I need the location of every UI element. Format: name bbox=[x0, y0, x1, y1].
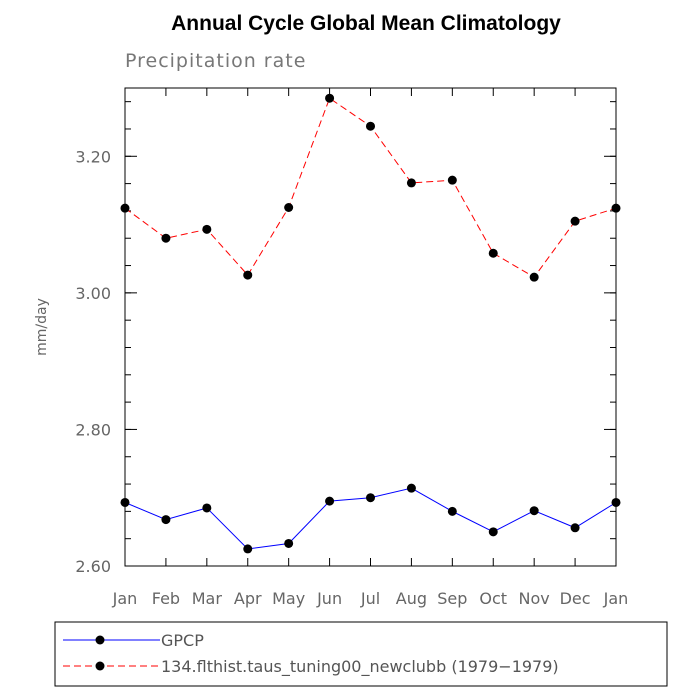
x-tick-label: Mar bbox=[192, 589, 223, 608]
data-point bbox=[284, 203, 294, 212]
y-tick-labels: 2.60 2.80 3.00 3.20 bbox=[75, 147, 111, 576]
data-point bbox=[406, 178, 416, 188]
x-tick-label: Jul bbox=[360, 589, 380, 608]
y-tick-label: 3.00 bbox=[75, 284, 111, 303]
data-point bbox=[243, 544, 253, 554]
y-axis-label: mm/day bbox=[34, 298, 50, 356]
legend-entry-1: GPCP bbox=[63, 631, 204, 650]
x-tick-label: Jun bbox=[316, 589, 342, 608]
data-point bbox=[406, 483, 416, 493]
data-point bbox=[161, 515, 171, 525]
legend-swatch-marker bbox=[95, 635, 105, 645]
data-point bbox=[325, 93, 335, 103]
x-tick-label: Jan bbox=[603, 589, 629, 608]
plot-frame bbox=[124, 87, 617, 567]
data-point bbox=[488, 248, 498, 258]
series-1 bbox=[120, 483, 621, 554]
data-point bbox=[447, 175, 457, 185]
data-point bbox=[284, 538, 294, 548]
series-2 bbox=[120, 93, 621, 282]
data-point bbox=[202, 503, 212, 513]
legend: GPCP 134.flthist.taus_tuning00_newclubb (… bbox=[54, 621, 668, 687]
legend-label: 134.flthist.taus_tuning00_newclubb (1979… bbox=[161, 657, 559, 677]
x-tick-label: Dec bbox=[560, 589, 591, 608]
data-point bbox=[570, 216, 580, 226]
x-tick-label: Nov bbox=[519, 589, 550, 608]
legend-entry-2: 134.flthist.taus_tuning00_newclubb (1979… bbox=[63, 657, 559, 677]
x-tick-label: Feb bbox=[152, 589, 180, 608]
x-tick-label: Aug bbox=[396, 589, 427, 608]
y-tick-label: 3.20 bbox=[75, 147, 111, 166]
data-point bbox=[529, 506, 539, 516]
data-point bbox=[161, 233, 171, 243]
x-tick-label: Sep bbox=[437, 589, 467, 608]
legend-label: GPCP bbox=[161, 631, 204, 650]
chart-subtitle: Precipitation rate bbox=[125, 50, 306, 72]
x-tick-label: May bbox=[272, 589, 305, 608]
x-tick-label: Jan bbox=[112, 589, 138, 608]
data-point bbox=[570, 523, 580, 533]
y-tick-label: 2.60 bbox=[75, 557, 111, 576]
series-layer bbox=[120, 93, 621, 554]
legend-swatch-marker bbox=[95, 661, 105, 671]
data-point bbox=[325, 496, 335, 506]
data-point bbox=[366, 493, 375, 503]
legend-box bbox=[54, 621, 668, 687]
x-tick-labels: Jan Feb Mar Apr May Jun Jul Aug Sep Oct Nov Dec Jan bbox=[112, 589, 629, 608]
data-point bbox=[488, 527, 498, 537]
data-point bbox=[243, 270, 253, 280]
y-tick-label: 2.80 bbox=[75, 420, 111, 439]
chart-title: Annual Cycle Global Mean Climatology bbox=[171, 12, 561, 35]
data-point bbox=[529, 272, 539, 282]
x-tick-label: Oct bbox=[479, 589, 507, 608]
data-point bbox=[366, 121, 375, 131]
x-tick-label: Apr bbox=[234, 589, 262, 608]
legend-entries: GPCP 134.flthist.taus_tuning00_newclubb (… bbox=[63, 631, 559, 677]
data-point bbox=[202, 224, 212, 234]
data-point bbox=[447, 506, 457, 516]
